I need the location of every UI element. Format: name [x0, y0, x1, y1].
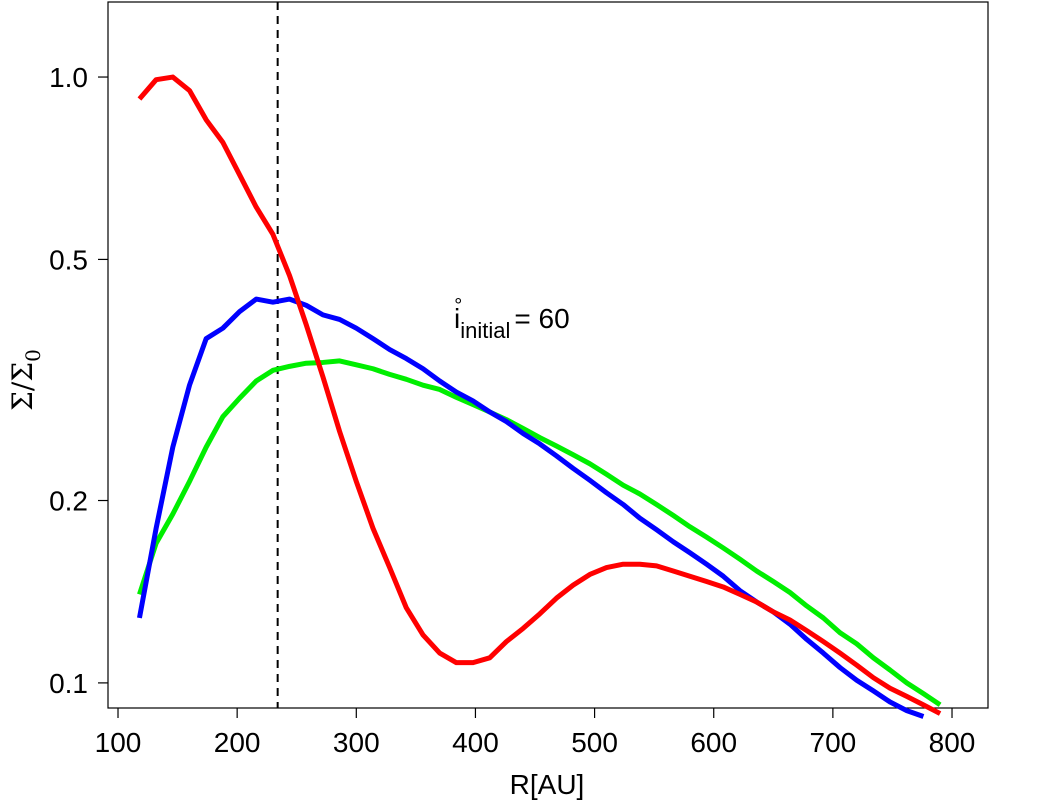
x-axis-label: R[AU]: [510, 769, 585, 800]
x-tick-label: 300: [333, 727, 380, 758]
data-line: [136, 296, 925, 719]
y-label-main: Σ/Σ: [6, 362, 39, 411]
annotation-base: i: [454, 303, 460, 334]
x-tick-label: 400: [452, 727, 499, 758]
y-label-sub: 0: [21, 349, 45, 362]
y-axis-label: Σ/Σ0: [6, 349, 45, 411]
annotation-rest: = 60: [514, 303, 569, 334]
y-tick-label: 0.5: [49, 244, 88, 275]
y-tick-label: 0.1: [49, 668, 88, 699]
x-tick-label: 200: [214, 727, 261, 758]
x-tick-label: 100: [95, 727, 142, 758]
plot-frame: [107, 1, 989, 709]
annotation-sub: initial: [460, 318, 510, 343]
x-tick-label: 600: [690, 727, 737, 758]
annotation-sup: °: [454, 295, 462, 317]
x-tick-label: 700: [810, 727, 857, 758]
data-line: [137, 358, 942, 707]
data-line: [137, 74, 942, 716]
y-tick-label: 1.0: [49, 62, 88, 93]
x-tick-label: 500: [571, 727, 618, 758]
x-tick-label: 800: [929, 727, 976, 758]
y-tick-label: 0.2: [49, 486, 88, 517]
annotation: i° initial = 60: [454, 295, 570, 343]
